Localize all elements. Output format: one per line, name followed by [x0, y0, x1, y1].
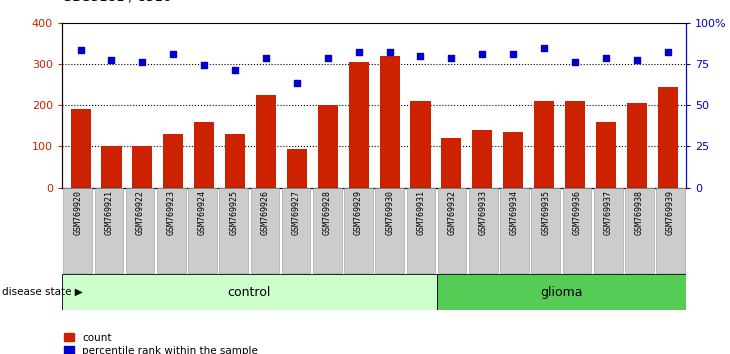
Text: GSM769939: GSM769939: [666, 190, 675, 235]
Point: [631, 57, 642, 63]
Text: GSM769933: GSM769933: [479, 190, 488, 235]
Text: GSM769924: GSM769924: [198, 190, 207, 235]
Bar: [596, 122, 616, 188]
Point: [477, 51, 488, 57]
Text: GSM769930: GSM769930: [385, 190, 394, 235]
Point: [137, 59, 148, 65]
Bar: [593, 188, 623, 274]
Point: [199, 63, 210, 68]
Text: GSM769928: GSM769928: [323, 190, 332, 235]
Legend: count, percentile rank within the sample: count, percentile rank within the sample: [64, 333, 258, 354]
Bar: [194, 122, 214, 188]
Text: control: control: [228, 286, 271, 298]
Text: GSM769931: GSM769931: [416, 190, 426, 235]
Point: [538, 45, 550, 51]
Bar: [188, 188, 217, 274]
Bar: [164, 134, 183, 188]
Bar: [472, 130, 492, 188]
Bar: [627, 103, 647, 188]
Bar: [250, 188, 280, 274]
Bar: [349, 62, 369, 188]
Bar: [62, 274, 437, 310]
Bar: [375, 188, 404, 274]
Bar: [219, 188, 248, 274]
Text: disease state ▶: disease state ▶: [2, 287, 83, 297]
Bar: [225, 134, 245, 188]
Text: GSM769938: GSM769938: [635, 190, 644, 235]
Point: [229, 68, 241, 73]
Bar: [313, 188, 342, 274]
Point: [507, 51, 519, 57]
Bar: [287, 149, 307, 188]
Point: [167, 51, 179, 57]
Bar: [71, 109, 91, 188]
Text: glioma: glioma: [540, 286, 583, 298]
Text: GSM769921: GSM769921: [104, 190, 113, 235]
Text: GSM769937: GSM769937: [604, 190, 612, 235]
Text: GDS5181 / 8516: GDS5181 / 8516: [62, 0, 172, 4]
Bar: [625, 188, 654, 274]
Bar: [101, 147, 121, 188]
Point: [445, 55, 457, 61]
Bar: [563, 188, 591, 274]
Bar: [344, 188, 373, 274]
Bar: [126, 188, 155, 274]
Bar: [503, 132, 523, 188]
Bar: [94, 188, 123, 274]
Bar: [407, 188, 435, 274]
Bar: [500, 188, 529, 274]
Bar: [658, 87, 677, 188]
Point: [353, 49, 364, 55]
Bar: [318, 105, 338, 188]
Text: GSM769936: GSM769936: [572, 190, 582, 235]
Text: GSM769929: GSM769929: [354, 190, 363, 235]
Bar: [64, 188, 92, 274]
Point: [569, 59, 581, 65]
Text: GSM769920: GSM769920: [73, 190, 82, 235]
Point: [384, 49, 396, 55]
Text: GSM769926: GSM769926: [261, 190, 269, 235]
Bar: [469, 188, 498, 274]
Point: [74, 47, 86, 53]
Text: GSM769923: GSM769923: [166, 190, 176, 235]
Text: GSM769922: GSM769922: [136, 190, 145, 235]
Bar: [380, 56, 399, 188]
Bar: [132, 147, 153, 188]
Bar: [157, 188, 185, 274]
Text: GSM769932: GSM769932: [447, 190, 457, 235]
Point: [662, 49, 674, 55]
Bar: [442, 138, 461, 188]
Bar: [531, 188, 560, 274]
Point: [600, 55, 612, 61]
Bar: [437, 274, 686, 310]
Text: GSM769934: GSM769934: [510, 190, 519, 235]
Bar: [534, 101, 554, 188]
Point: [291, 80, 303, 86]
Bar: [256, 95, 276, 188]
Text: GSM769935: GSM769935: [541, 190, 550, 235]
Point: [260, 55, 272, 61]
Bar: [656, 188, 685, 274]
Point: [106, 57, 118, 63]
Text: GSM769927: GSM769927: [291, 190, 301, 235]
Bar: [565, 101, 585, 188]
Text: GSM769925: GSM769925: [229, 190, 238, 235]
Bar: [410, 101, 431, 188]
Bar: [438, 188, 466, 274]
Bar: [282, 188, 310, 274]
Point: [415, 53, 426, 59]
Point: [322, 55, 334, 61]
